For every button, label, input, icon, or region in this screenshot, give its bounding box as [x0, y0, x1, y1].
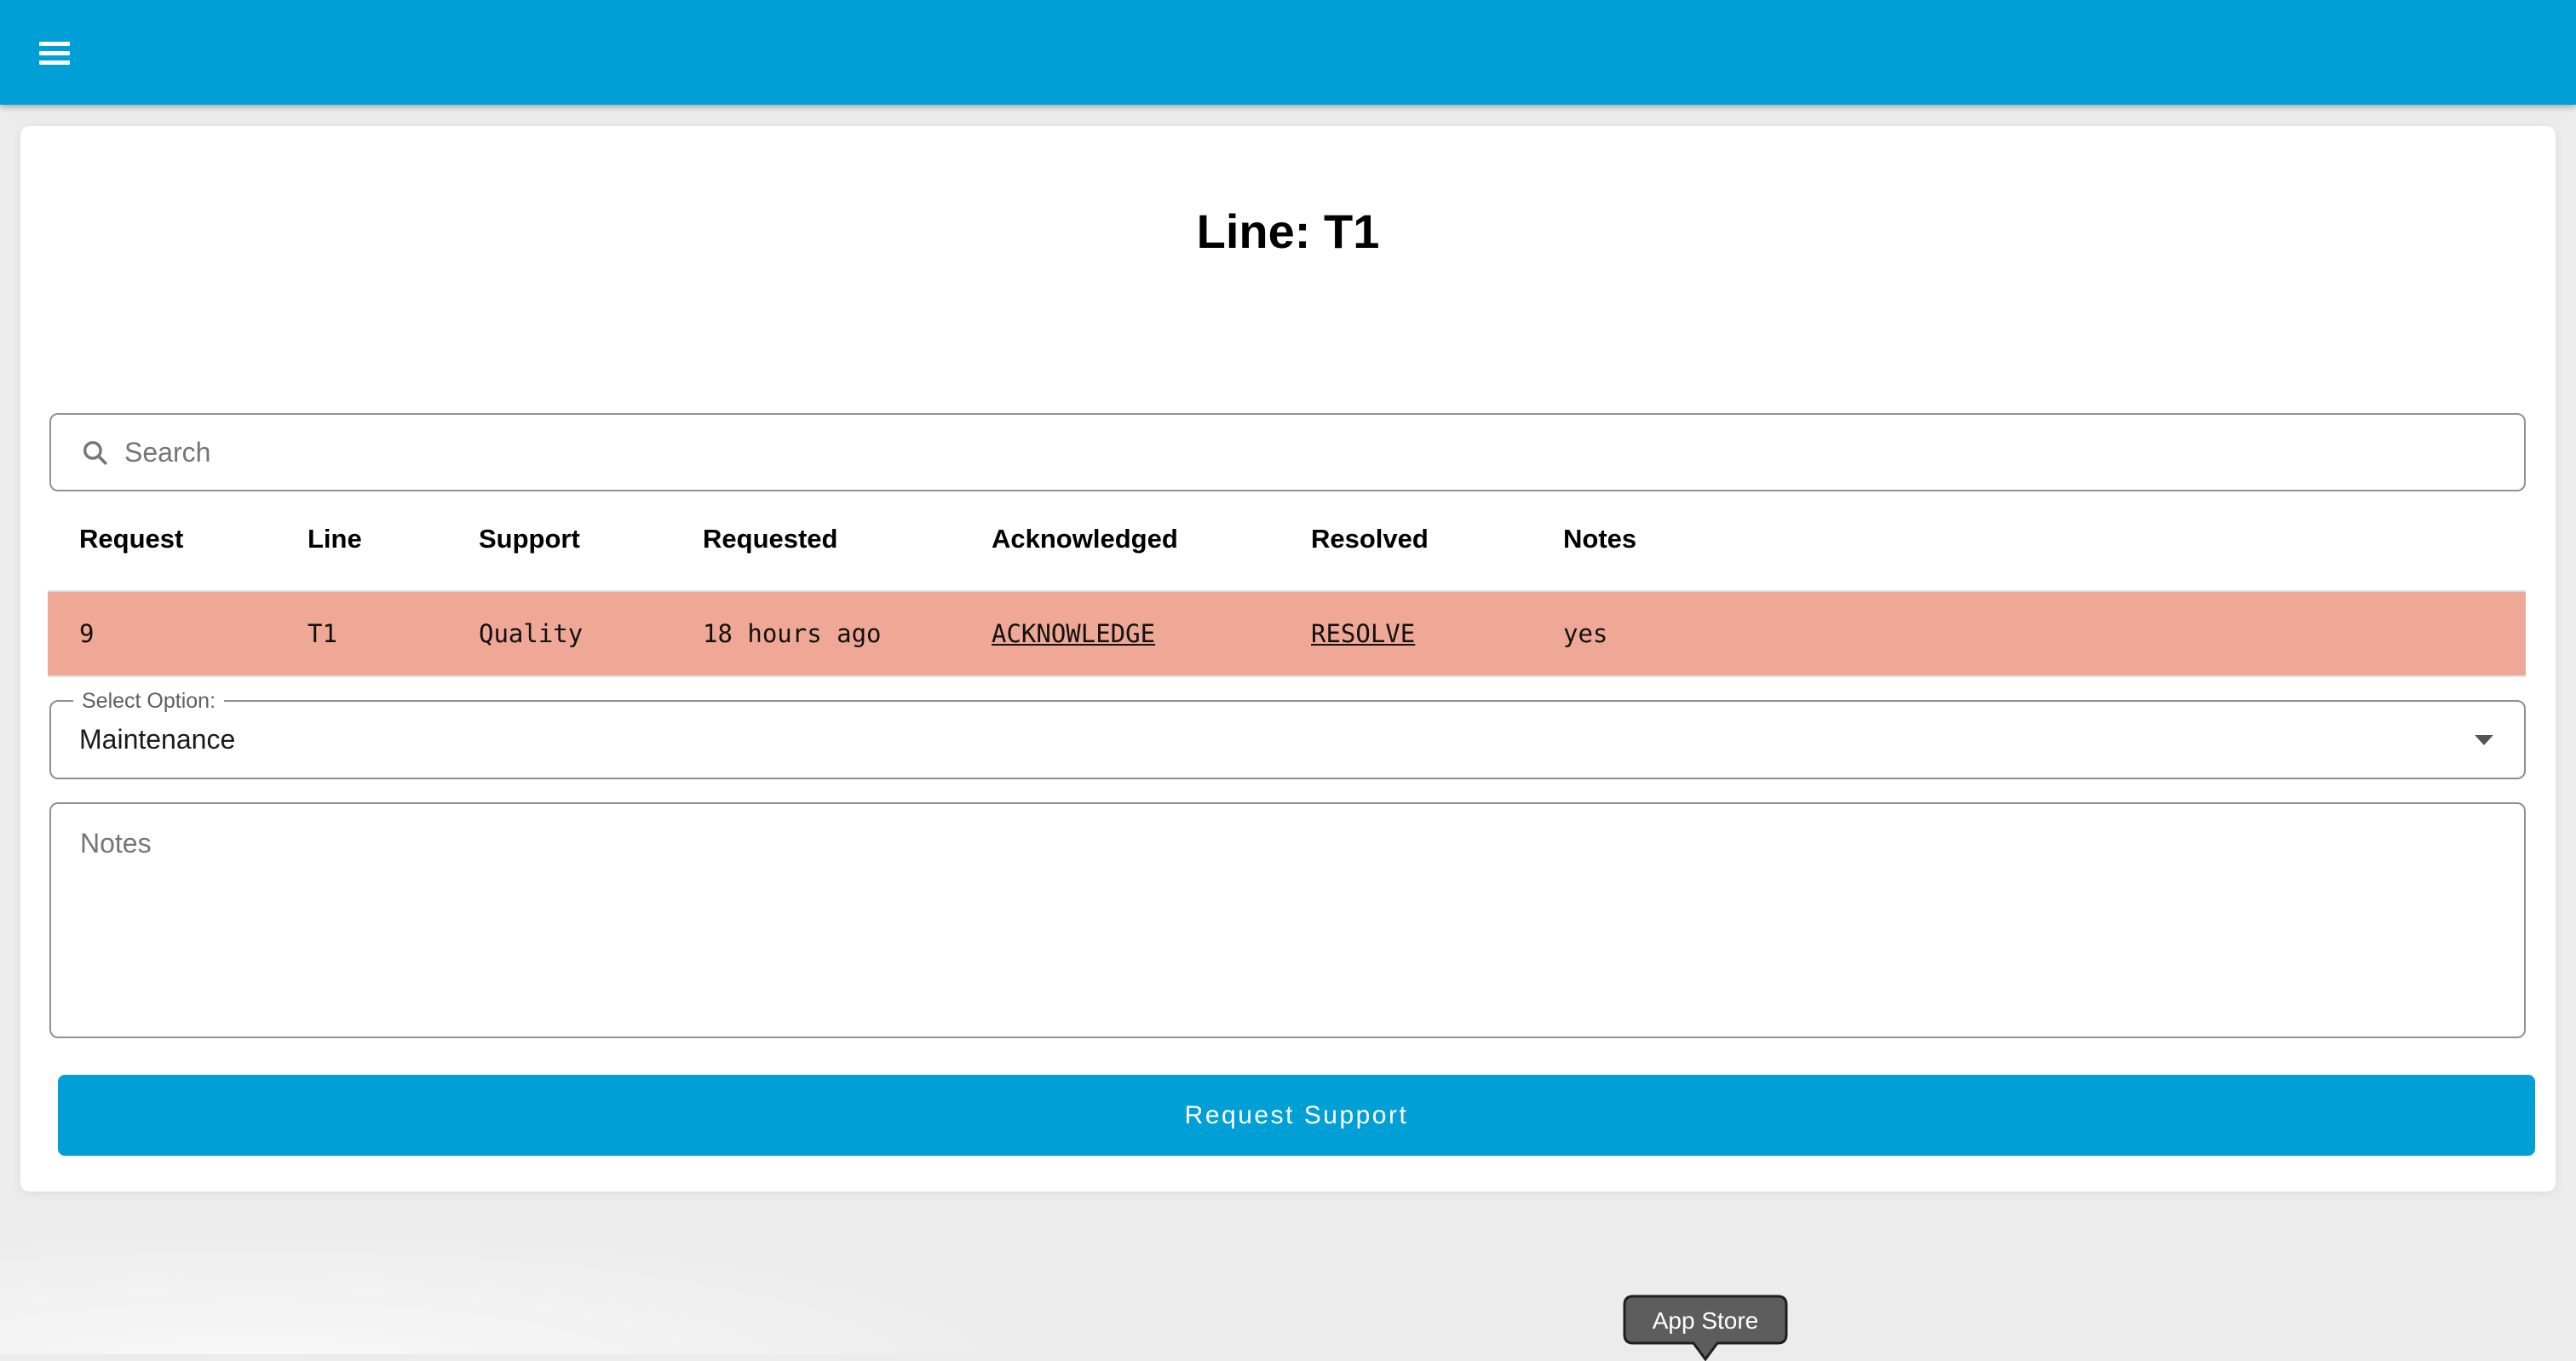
- search-icon: [83, 440, 107, 465]
- hamburger-menu-icon: [39, 50, 70, 55]
- hamburger-menu-icon: [39, 60, 70, 65]
- dock-tooltip: App Store: [1622, 1295, 1789, 1361]
- resolve-link[interactable]: RESOLVE: [1311, 619, 1416, 648]
- search-input[interactable]: [124, 418, 2524, 486]
- option-select-value: Maintenance: [79, 724, 236, 755]
- hamburger-menu-icon: [39, 41, 70, 46]
- cell-line: T1: [308, 619, 337, 648]
- dock-tooltip-label: App Store: [1653, 1307, 1759, 1334]
- cell-request: 9: [79, 619, 95, 648]
- column-header-resolved: Resolved: [1311, 524, 1429, 554]
- table-header-row: Request Line Support Requested Acknowled…: [48, 502, 2526, 577]
- column-header-notes: Notes: [1563, 524, 1637, 554]
- cell-support: Quality: [479, 619, 584, 648]
- column-header-support: Support: [479, 524, 580, 554]
- app-bar: [0, 0, 2576, 105]
- column-header-requested: Requested: [703, 524, 838, 554]
- notes-textarea[interactable]: [49, 802, 2526, 1038]
- option-select[interactable]: Select Option: Maintenance: [49, 687, 2526, 779]
- column-header-acknowledged: Acknowledged: [992, 524, 1178, 554]
- cell-notes: yes: [1563, 619, 1608, 648]
- dropdown-arrow-icon: [2475, 734, 2493, 745]
- acknowledge-link[interactable]: ACKNOWLEDGE: [992, 619, 1156, 648]
- main-card: Line: T1 Request Line Support Requested …: [20, 126, 2556, 1192]
- column-header-line: Line: [308, 524, 362, 554]
- option-select-label: Select Option:: [73, 687, 225, 715]
- menu-button[interactable]: [39, 31, 75, 75]
- search-box: [49, 413, 2526, 491]
- request-support-button[interactable]: Request Support: [58, 1075, 2535, 1156]
- column-header-request: Request: [79, 524, 184, 554]
- desktop-glow: [0, 1243, 2576, 1354]
- cell-requested: 18 hours ago: [703, 619, 882, 648]
- table-row: 9 T1 Quality 18 hours ago ACKNOWLEDGE RE…: [48, 590, 2526, 677]
- page-title: Line: T1: [1196, 204, 1380, 258]
